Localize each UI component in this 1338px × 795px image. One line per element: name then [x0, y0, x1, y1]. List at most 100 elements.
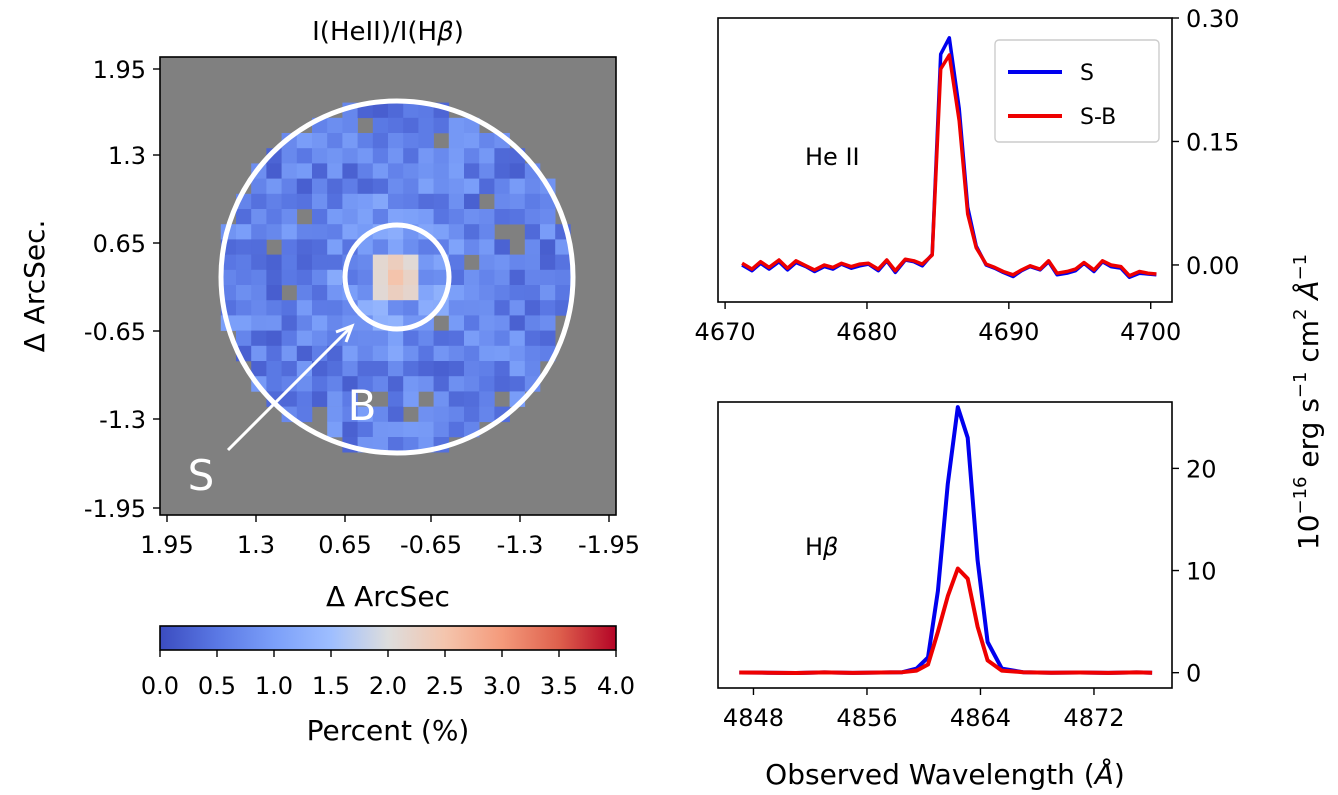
series-line-sb	[741, 53, 1157, 278]
heatmap-cell	[464, 163, 480, 179]
heatmap-cell	[296, 148, 313, 164]
heatmap-cell	[281, 300, 298, 316]
heatmap-cell	[524, 269, 541, 286]
heatmap-cell	[464, 269, 480, 286]
heatmap-cell	[448, 148, 465, 164]
heatmap-cell	[448, 300, 465, 316]
heatmap-cell	[327, 178, 343, 195]
heatmap-cell	[494, 315, 510, 331]
heatmap-cell	[281, 209, 298, 225]
heatmap-cell	[479, 148, 495, 164]
heatmap-cell	[464, 330, 480, 347]
heatmap-cell	[479, 269, 495, 286]
heatmap-cell	[479, 254, 495, 271]
heatmap-xtick-label: 1.95	[140, 531, 193, 559]
heatmap-cell	[479, 209, 495, 225]
xtick-label: 4680	[836, 318, 897, 346]
heatmap-cell	[448, 285, 465, 301]
heatmap-cell	[524, 285, 541, 301]
heatmap-cell	[388, 300, 404, 316]
heatmap-cell	[448, 163, 465, 179]
heatmap-cell	[464, 391, 480, 407]
heatmap-cell	[540, 315, 556, 331]
heatmap-cell	[372, 148, 389, 164]
heatmap-cell	[372, 133, 389, 149]
heatmap-cell	[357, 239, 374, 255]
heatmap-cell	[236, 285, 252, 301]
heatmap-cell	[266, 209, 282, 225]
ytick-label: 0.00	[1186, 252, 1239, 280]
heatmap-ytick-label: 0.65	[93, 230, 146, 258]
heatmap-cell	[327, 163, 343, 179]
heatmap-cell	[448, 193, 465, 210]
heatmap-cell	[403, 254, 419, 271]
heatmap-cell	[220, 269, 237, 286]
heatmap-cell	[251, 285, 267, 301]
heatmap-cell	[251, 224, 267, 240]
heatmap-cell	[327, 193, 343, 210]
heatmap-cell	[251, 209, 267, 225]
heatmap-cell	[418, 239, 434, 255]
ytick-label: 20	[1186, 455, 1217, 483]
shared-xlabel: Observed Wavelength (Å)	[765, 757, 1125, 791]
heatmap-cell	[418, 300, 434, 316]
hbeta-lines	[739, 405, 1153, 675]
heatmap-cell	[281, 315, 298, 331]
colorbar-tick-label: 3.5	[540, 672, 578, 700]
colorbar	[159, 625, 617, 651]
heatmap-cell	[388, 193, 404, 210]
heatmap-cell	[509, 163, 526, 179]
heatmap-cell	[296, 224, 313, 240]
heatmap-cell	[524, 300, 541, 316]
heatmap-cell	[251, 193, 267, 210]
heatmap-cell	[448, 133, 465, 149]
heatmap-cell	[433, 193, 450, 210]
heatmap-cell	[327, 269, 343, 286]
heatmap-cell	[448, 421, 465, 438]
heatmap-cell	[524, 209, 541, 225]
heatmap-cell	[357, 163, 374, 179]
heatmap-cell	[418, 361, 434, 377]
colorbar-tick-label: 0.0	[141, 672, 179, 700]
heatmap-ytick-label: 1.3	[108, 142, 146, 170]
heatmap-cell	[555, 300, 571, 316]
heatmap-cell	[342, 421, 358, 438]
heatmap-cell	[403, 178, 419, 195]
heatmap-cell	[418, 163, 434, 179]
heii-lines	[741, 36, 1157, 280]
colorbar-tick-label: 2.0	[369, 672, 407, 700]
heatmap-ticks: 1.95 1.3 0.65 -0.65 -1.3 -1.95 1.95 1.3 0.65 -0.6…	[84, 56, 640, 559]
heatmap-xtick-label: 1.3	[237, 531, 275, 559]
heatmap-xlabel: Δ ArcSec	[326, 580, 450, 613]
heatmap-cell	[327, 361, 343, 377]
heatmap-cell	[266, 269, 282, 286]
heatmap-cell	[236, 330, 252, 347]
heatmap-cell	[236, 269, 252, 286]
heatmap-cell	[251, 300, 267, 316]
heatmap-cell	[403, 330, 419, 347]
heatmap-cell	[357, 269, 374, 286]
heatmap-cell	[312, 330, 328, 347]
heatmap-cell	[388, 345, 404, 362]
heatmap-panel: I(HeII)/I(Hβ) S B 1.95 1.3 0.65 -0.65 -1.3 -1…	[18, 17, 640, 747]
aperture-label: S	[188, 451, 215, 500]
heatmap-cell	[418, 421, 434, 438]
heatmap-cell	[388, 178, 404, 195]
heatmap-cell	[312, 193, 328, 210]
heatmap-cell	[296, 269, 313, 286]
heatmap-cell	[524, 345, 541, 362]
heatmap-cell	[418, 330, 434, 347]
heatmap-cell	[357, 421, 374, 438]
aperture-arrow-head	[335, 323, 355, 343]
heatmap-cell	[281, 254, 298, 271]
heatmap-cell	[388, 285, 404, 301]
ytick-label: 0.30	[1186, 5, 1239, 33]
heatmap-cell	[448, 361, 465, 377]
legend-label-s: S	[1080, 61, 1094, 86]
heatmap-cell	[357, 193, 374, 210]
aperture-circle	[342, 222, 452, 332]
heatmap-cell	[281, 163, 298, 179]
heatmap-cell	[540, 209, 556, 225]
colorbar-tick-label: 1.5	[312, 672, 350, 700]
heatmap-ytick-label: -0.65	[84, 318, 146, 346]
